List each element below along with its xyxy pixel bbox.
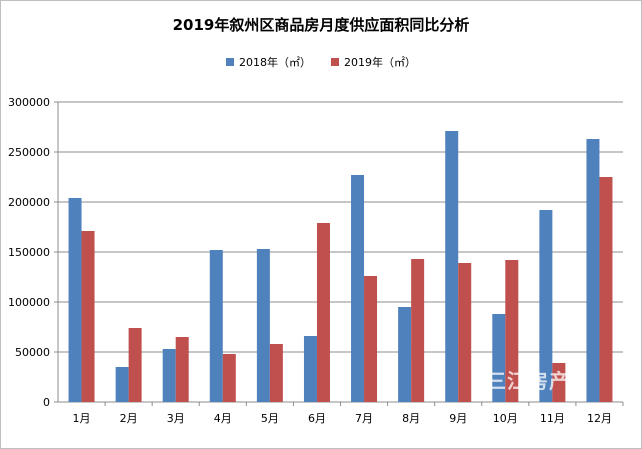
y-tick-label: 250000 [8,146,50,159]
x-tick-label: 7月 [355,412,373,425]
bar-2018-11 [539,210,553,402]
bar-2019-1 [81,231,95,402]
legend-swatch-2019 [331,58,339,66]
x-tick-label: 10月 [493,412,518,425]
bar-2019-10 [505,260,519,402]
bar-2018-5 [256,249,270,402]
legend-swatch-2018 [226,58,234,66]
bar-2019-8 [411,259,425,402]
x-tick-label: 12月 [587,412,612,425]
bar-2018-7 [351,175,365,402]
x-tick-label: 1月 [73,412,91,425]
bar-2018-6 [303,336,317,402]
bar-2018-1 [68,198,82,402]
legend-item-2019: 2019年（㎡） [331,54,416,70]
bar-2019-5 [269,344,283,402]
bar-2019-4 [222,354,236,402]
x-tick-label: 9月 [449,412,467,425]
bar-2018-3 [162,349,176,402]
x-tick-label: 8月 [402,412,420,425]
watermark: 三江房产 [486,369,570,393]
legend-label-2018: 2018年（㎡） [239,56,311,69]
y-tick-label: 50000 [15,346,50,359]
x-tick-label: 2月 [120,412,138,425]
bar-2019-2 [128,328,142,402]
bar-2019-9 [458,263,472,402]
bar-2019-12 [599,177,613,402]
x-tick-label: 4月 [214,412,232,425]
chart-title: 2019年叙州区商品房月度供应面积同比分析 [172,16,470,34]
y-tick-label: 300000 [8,96,50,109]
bar-2019-7 [364,276,378,402]
y-tick-label: 100000 [8,296,50,309]
legend-item-2018: 2018年（㎡） [226,54,311,70]
y-tick-label: 200000 [8,196,50,209]
bar-2018-2 [115,367,129,402]
x-tick-label: 3月 [167,412,185,425]
bar-2019-6 [316,223,330,402]
x-tick-label: 6月 [308,412,326,425]
bar-2018-4 [209,250,223,402]
x-tick-label: 5月 [261,412,279,425]
bar-2019-3 [175,337,189,402]
bar-2018-12 [586,139,600,402]
bar-2018-8 [398,307,412,402]
legend: 2018年（㎡） 2019年（㎡） [1,54,641,70]
bar-2018-9 [445,131,459,402]
bar-2018-10 [492,314,506,402]
x-tick-label: 11月 [540,412,565,425]
y-tick-label: 0 [43,396,50,409]
y-tick-label: 150000 [8,246,50,259]
bar-2019-11 [552,363,566,402]
legend-label-2019: 2019年（㎡） [344,56,416,69]
